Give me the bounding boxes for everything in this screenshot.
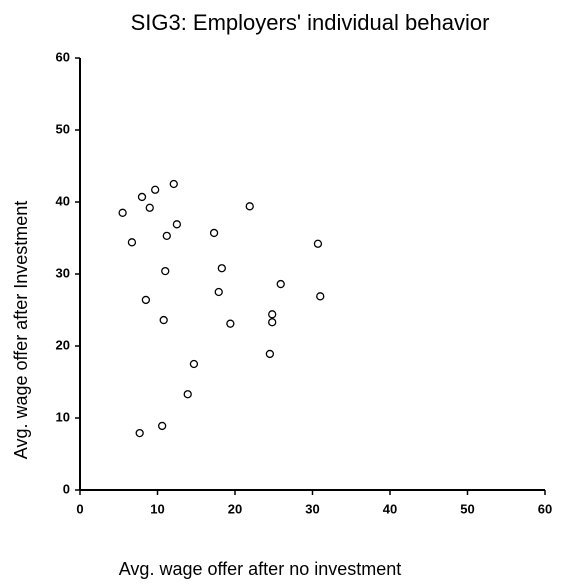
y-tick-label: 0 (63, 481, 70, 496)
point (268, 310, 277, 319)
y-tick-label: 10 (56, 409, 70, 424)
x-tick-label: 50 (460, 501, 474, 516)
x-tick-label: 20 (228, 501, 242, 516)
y-axis-label: Avg. wage offer after Investment (11, 201, 31, 459)
point (151, 185, 160, 194)
point (162, 231, 171, 240)
point (137, 192, 147, 202)
point (127, 238, 137, 247)
point (316, 292, 325, 301)
y-tick-label: 60 (56, 49, 70, 64)
chart-title: SIG3: Employers' individual behavior (131, 10, 490, 35)
point (141, 295, 151, 305)
point (217, 264, 226, 273)
y-tick-label: 50 (56, 121, 70, 136)
point (265, 349, 275, 359)
point (183, 390, 192, 399)
y-tick-label: 20 (56, 337, 70, 352)
point (161, 266, 170, 276)
y-tick-label: 40 (56, 193, 70, 208)
x-tick-label: 60 (538, 501, 552, 516)
y-tick-label: 30 (56, 265, 70, 280)
point (189, 359, 199, 369)
point (214, 287, 223, 297)
point (145, 203, 154, 212)
x-tick-label: 0 (76, 501, 83, 516)
point (157, 421, 167, 431)
point (135, 428, 144, 438)
x-axis-label: Avg. wage offer after no investment (119, 559, 402, 579)
point (268, 318, 277, 327)
point (118, 208, 127, 217)
point (172, 220, 182, 229)
point (276, 279, 285, 289)
x-tick-label: 40 (383, 501, 397, 516)
point (226, 319, 235, 328)
point (313, 239, 323, 248)
point (169, 179, 178, 189)
x-tick-label: 30 (305, 501, 319, 516)
point (159, 315, 168, 325)
point (209, 228, 219, 238)
point (245, 202, 254, 211)
x-tick-label: 10 (150, 501, 164, 516)
